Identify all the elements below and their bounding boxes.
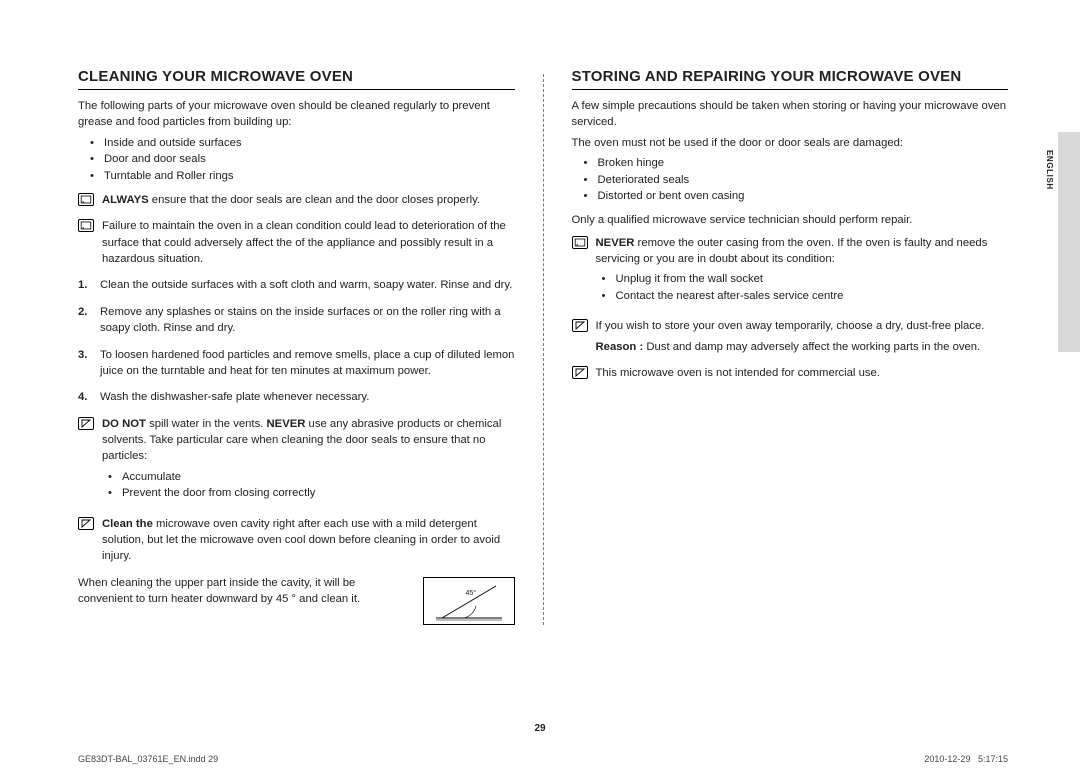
- page-number: 29: [0, 723, 1080, 734]
- footer-datetime: 2010-12-29 5:17:15: [924, 754, 1008, 764]
- note-text: Clean the microwave oven cavity right af…: [102, 516, 515, 565]
- cleaning-heading: CLEANING YOUR MICROWAVE OVEN: [78, 68, 515, 90]
- step-item: Clean the outside surfaces with a soft c…: [78, 277, 515, 293]
- damage-list: Broken hinge Deteriorated seals Distorte…: [572, 155, 1009, 204]
- warning-icon: [572, 236, 588, 250]
- info-icon: [572, 319, 588, 333]
- cleaning-parts-list: Inside and outside surfaces Door and doo…: [78, 135, 515, 184]
- list-item: Deteriorated seals: [598, 172, 1009, 188]
- diagram-label: 45°: [466, 590, 477, 597]
- list-item: Distorted or bent oven casing: [598, 188, 1009, 204]
- list-item: Turntable and Roller rings: [104, 168, 515, 184]
- sub-bullets: Unplug it from the wall socket Contact t…: [596, 271, 1009, 304]
- warning-icon: [78, 193, 94, 207]
- heater-diagram: 45°: [423, 577, 515, 625]
- heater-text: When cleaning the upper part inside the …: [78, 575, 413, 608]
- technician-line: Only a qualified microwave service techn…: [572, 212, 1009, 228]
- warning-note: NEVER remove the outer casing from the o…: [572, 235, 1009, 313]
- footer-filename: GE83DT-BAL_03761E_EN.indd 29: [78, 754, 218, 764]
- step-item: To loosen hardened food particles and re…: [78, 347, 515, 380]
- storing-heading: STORING AND REPAIRING YOUR MICROWAVE OVE…: [572, 68, 1009, 90]
- info-icon: [78, 517, 94, 531]
- warning-icon: [78, 219, 94, 233]
- info-note: DO NOT spill water in the vents. NEVER u…: [78, 416, 515, 510]
- note-text: NEVER remove the outer casing from the o…: [596, 235, 1009, 268]
- left-column: CLEANING YOUR MICROWAVE OVEN The followi…: [78, 68, 515, 625]
- info-note: This microwave oven is not intended for …: [572, 365, 1009, 385]
- column-divider: [543, 74, 544, 625]
- two-column-layout: CLEANING YOUR MICROWAVE OVEN The followi…: [78, 68, 1008, 625]
- note-reason: Reason : Dust and damp may adversely aff…: [596, 339, 1009, 355]
- list-item: Inside and outside surfaces: [104, 135, 515, 151]
- note-text: ALWAYS ensure that the door seals are cl…: [102, 192, 515, 208]
- note-text: If you wish to store your oven away temp…: [596, 318, 1009, 334]
- list-item: Door and door seals: [104, 151, 515, 167]
- warning-note: Failure to maintain the oven in a clean …: [78, 218, 515, 271]
- info-note: If you wish to store your oven away temp…: [572, 318, 1009, 359]
- step-item: Remove any splashes or stains on the ins…: [78, 304, 515, 337]
- info-note: Clean the microwave oven cavity right af…: [78, 516, 515, 569]
- step-item: Wash the dishwasher-safe plate whenever …: [78, 389, 515, 405]
- note-text: Failure to maintain the oven in a clean …: [102, 218, 515, 267]
- list-item: Contact the nearest after-sales service …: [616, 288, 1009, 304]
- side-tab: [1058, 132, 1080, 352]
- list-item: Unplug it from the wall socket: [616, 271, 1009, 287]
- warning-note: ALWAYS ensure that the door seals are cl…: [78, 192, 515, 212]
- cleaning-intro: The following parts of your microwave ov…: [78, 98, 515, 131]
- right-column: STORING AND REPAIRING YOUR MICROWAVE OVE…: [572, 68, 1009, 625]
- info-icon: [572, 366, 588, 380]
- list-item: Accumulate: [122, 469, 515, 485]
- info-icon: [78, 417, 94, 431]
- language-label: ENGLISH: [1045, 150, 1054, 190]
- storing-intro2: The oven must not be used if the door or…: [572, 135, 1009, 151]
- list-item: Prevent the door from closing correctly: [122, 485, 515, 501]
- sub-bullets: Accumulate Prevent the door from closing…: [102, 469, 515, 502]
- storing-intro1: A few simple precautions should be taken…: [572, 98, 1009, 131]
- manual-page: ENGLISH CLEANING YOUR MICROWAVE OVEN The…: [0, 0, 1080, 782]
- cleaning-steps: Clean the outside surfaces with a soft c…: [78, 277, 515, 405]
- note-text: This microwave oven is not intended for …: [596, 365, 1009, 381]
- heater-row: When cleaning the upper part inside the …: [78, 575, 515, 625]
- footer: GE83DT-BAL_03761E_EN.indd 29 2010-12-29 …: [78, 754, 1008, 764]
- list-item: Broken hinge: [598, 155, 1009, 171]
- note-text: DO NOT spill water in the vents. NEVER u…: [102, 416, 515, 465]
